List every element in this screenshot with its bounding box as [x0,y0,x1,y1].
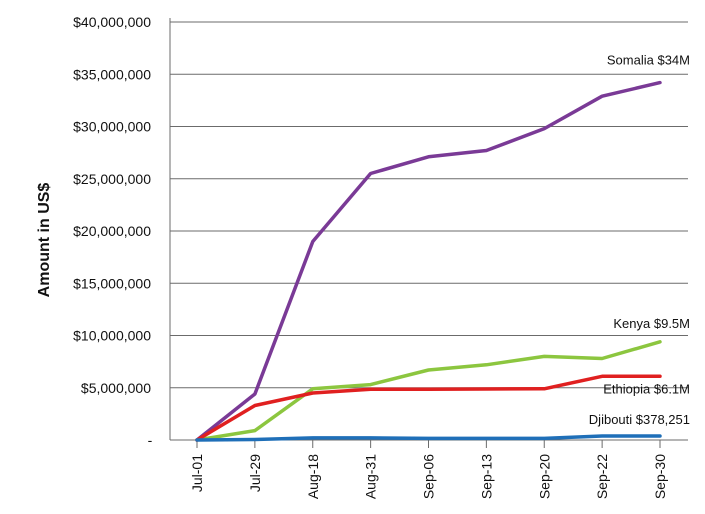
series-label: Ethiopia $6.1M [603,381,690,396]
series-labels: Somalia $34M Kenya $9.5M Ethiopia $6.1M Dji… [589,53,690,427]
y-tick-label: $35,000,000 [73,66,151,82]
series-label: Kenya $9.5M [613,316,690,331]
x-tick-label: Jul-01 [189,454,205,492]
series-line [195,434,662,442]
x-tick-label: Jul-29 [247,454,263,492]
y-axis-ticks: - $5,000,000 $10,000,000 $15,000,000 $20,000… [73,14,153,448]
x-tick-label: Sep-13 [478,454,494,499]
y-tick-label: $30,000,000 [73,119,151,135]
series-label: Djibouti $378,251 [589,412,690,427]
x-tick-label: Sep-22 [594,454,610,499]
x-tick-label: Sep-30 [652,454,668,499]
x-tick-label: Sep-20 [536,454,552,499]
series-label: Somalia $34M [607,53,690,68]
series-line [195,374,662,442]
y-axis-label: Amount in US$ [36,183,53,298]
y-tick-label: $40,000,000 [73,14,151,30]
x-tick-label: Sep-06 [421,454,437,499]
series-line [195,80,662,442]
x-tick-label: Aug-31 [363,454,379,499]
series-line [195,340,662,442]
y-tick-label: - [148,432,153,448]
x-axis-ticks: Jul-01 Jul-29 Aug-18 Aug-31 Sep-06 Sep-13 Sep-… [189,440,668,499]
y-tick-label: $10,000,000 [73,328,151,344]
y-tick-label: $15,000,000 [73,275,151,291]
series-lines [195,80,662,442]
gridlines [170,21,688,389]
y-tick-label: $25,000,000 [73,171,151,187]
y-tick-label: $20,000,000 [73,223,151,239]
x-tick-label: Aug-18 [305,454,321,499]
y-tick-label: $5,000,000 [81,380,151,396]
